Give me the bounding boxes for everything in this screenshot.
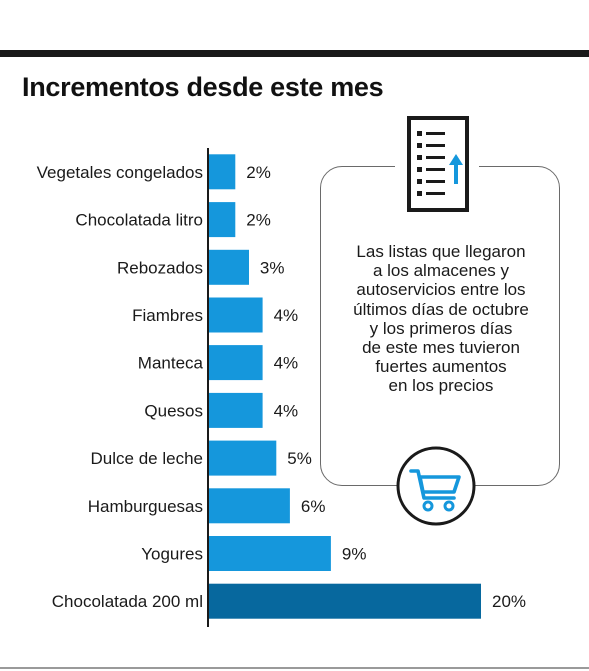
chart-title: Incrementos desde este mes	[22, 72, 384, 102]
bar	[208, 536, 331, 571]
bar	[208, 440, 277, 476]
bar	[208, 345, 263, 381]
category-label: Rebozados	[117, 258, 203, 277]
category-label: Fiambres	[132, 306, 203, 325]
shopping-cart-icon	[396, 446, 476, 526]
value-label: 4%	[274, 401, 299, 420]
info-box	[320, 166, 560, 486]
category-label: Quesos	[144, 401, 203, 420]
value-label: 5%	[287, 449, 312, 468]
bottom-rule	[0, 667, 589, 669]
list-arrow-up-icon	[395, 112, 479, 216]
info-text: Las listas que llegaron a los almacenes …	[353, 242, 529, 396]
bar	[208, 297, 263, 333]
value-label: 3%	[260, 258, 285, 277]
category-label: Vegetales congelados	[37, 163, 203, 182]
value-label: 9%	[342, 545, 367, 564]
value-label: 4%	[274, 354, 299, 373]
value-label: 6%	[301, 497, 326, 516]
bar	[208, 202, 236, 238]
value-label: 2%	[246, 163, 271, 182]
bar	[208, 249, 249, 285]
top-rule	[0, 50, 589, 57]
category-label: Chocolatada 200 ml	[52, 592, 203, 611]
value-label: 20%	[492, 592, 526, 611]
value-label: 2%	[246, 211, 271, 230]
category-label: Yogures	[141, 545, 203, 564]
bar	[208, 488, 290, 524]
value-label: 4%	[274, 306, 299, 325]
bar	[208, 154, 236, 190]
bar	[208, 583, 481, 619]
category-label: Hamburguesas	[88, 497, 203, 516]
bar	[208, 392, 263, 428]
category-label: Chocolatada litro	[75, 211, 203, 230]
category-label: Dulce de leche	[91, 449, 203, 468]
category-label: Manteca	[138, 354, 204, 373]
